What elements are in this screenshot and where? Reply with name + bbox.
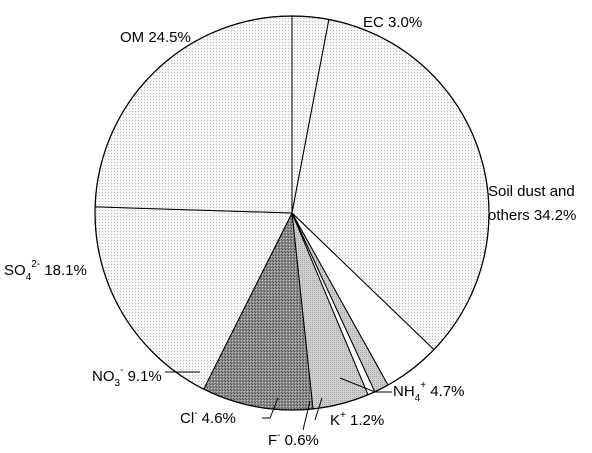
label-k: K+ 1.2% [330,410,384,429]
leader-cl [262,397,279,419]
label-soil-line1: Soil dust and [488,183,575,200]
label-cl: Cl- 4.6% [180,408,236,427]
label-om: OM 24.5% [120,29,191,46]
pie-outline [94,15,490,411]
leader-f [302,400,311,431]
label-f: F- 0.6% [268,430,319,449]
label-no3: NO3- 9.1% [92,365,162,389]
label-so4: SO42- 18.1% [4,259,87,283]
pie-slices [94,15,490,411]
leader-k [314,397,323,421]
label-ec: EC 3.0% [363,14,422,31]
leader-nh4 [339,377,392,393]
label-nh4: NH4+ 4.7% [393,380,464,404]
label-soil-line2: others 34.2% [488,207,576,224]
